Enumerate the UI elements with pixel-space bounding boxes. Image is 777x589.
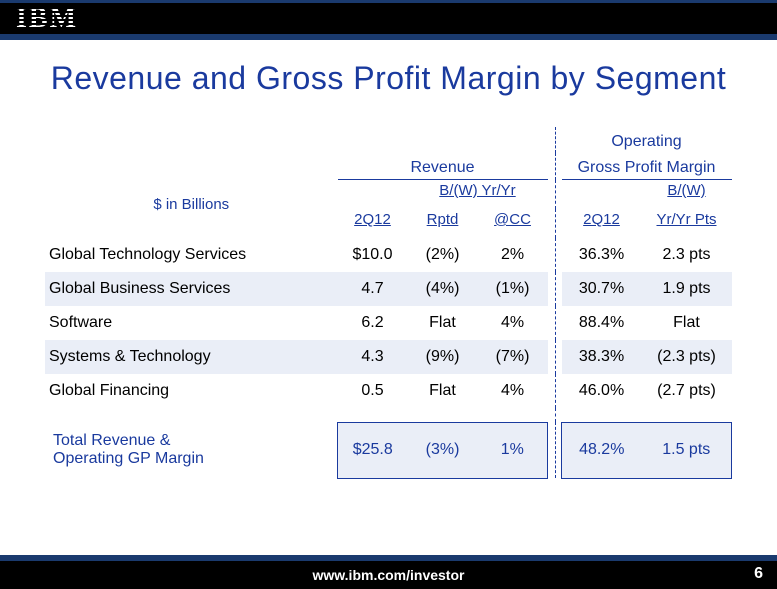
col-header-gpm-pts: Yr/Yr Pts: [642, 209, 732, 238]
content-area: Operating Revenue Gross Profit Margin $ …: [0, 97, 777, 479]
cell-rev-q: 4.3: [338, 340, 408, 374]
row-label: Global Business Services: [45, 272, 338, 306]
total-rev-cc: 1%: [478, 422, 548, 478]
cell-rev-rptd: Flat: [408, 374, 478, 408]
slide-title: Revenue and Gross Profit Margin by Segme…: [0, 60, 777, 97]
total-gpm-pts: 1.5 pts: [642, 422, 732, 478]
cell-gpm-pts: 1.9 pts: [642, 272, 732, 306]
total-rev-q: $25.8: [338, 422, 408, 478]
cell-gpm-pts: (2.7 pts): [642, 374, 732, 408]
cell-gpm-pts: (2.3 pts): [642, 340, 732, 374]
segment-table: Operating Revenue Gross Profit Margin $ …: [45, 127, 732, 479]
cell-gpm-q: 38.3%: [562, 340, 642, 374]
table-row: Systems & Technology 4.3 (9%) (7%) 38.3%…: [45, 340, 732, 374]
revenue-group-header: Revenue: [338, 153, 548, 180]
group-header-row-1: Operating: [45, 127, 732, 153]
total-rev-rptd: (3%): [408, 422, 478, 478]
cell-rev-cc: 4%: [478, 306, 548, 340]
col-header-rev-q: 2Q12: [338, 209, 408, 238]
cell-rev-rptd: (9%): [408, 340, 478, 374]
cell-gpm-pts: Flat: [642, 306, 732, 340]
page-number: 6: [754, 565, 763, 583]
group-header-row-2: Revenue Gross Profit Margin: [45, 153, 732, 180]
gpm-group-header-bot: Gross Profit Margin: [562, 153, 732, 180]
table-row: Global Business Services 4.7 (4%) (1%) 3…: [45, 272, 732, 306]
sub-header-row-1: $ in Billions B/(W) Yr/Yr B/(W): [45, 180, 732, 210]
cell-rev-q: $10.0: [338, 238, 408, 272]
cell-rev-q: 6.2: [338, 306, 408, 340]
bottom-bar: www.ibm.com/investor 6: [0, 555, 777, 589]
row-label: Software: [45, 306, 338, 340]
table-row: Software 6.2 Flat 4% 88.4% Flat: [45, 306, 732, 340]
cell-rev-cc: (7%): [478, 340, 548, 374]
cell-gpm-q: 46.0%: [562, 374, 642, 408]
cell-rev-cc: (1%): [478, 272, 548, 306]
row-label: Global Technology Services: [45, 238, 338, 272]
gpm-bw-header-top: B/(W): [642, 180, 732, 210]
col-header-rev-rptd: Rptd: [408, 209, 478, 238]
col-header-gpm-q: 2Q12: [562, 209, 642, 238]
units-label: $ in Billions: [45, 180, 338, 239]
cell-rev-q: 0.5: [338, 374, 408, 408]
gpm-group-header-top: Operating: [562, 127, 732, 153]
row-label: Global Financing: [45, 374, 338, 408]
rev-bw-header: B/(W) Yr/Yr: [408, 180, 548, 210]
table-row: Global Financing 0.5 Flat 4% 46.0% (2.7 …: [45, 374, 732, 408]
table-row: Global Technology Services $10.0 (2%) 2%…: [45, 238, 732, 272]
total-gpm-q: 48.2%: [562, 422, 642, 478]
ibm-logo: IBM: [16, 5, 78, 33]
cell-gpm-q: 30.7%: [562, 272, 642, 306]
cell-rev-q: 4.7: [338, 272, 408, 306]
total-label: Total Revenue & Operating GP Margin: [45, 422, 338, 478]
cell-rev-rptd: (2%): [408, 238, 478, 272]
cell-rev-cc: 2%: [478, 238, 548, 272]
cell-gpm-pts: 2.3 pts: [642, 238, 732, 272]
cell-gpm-q: 36.3%: [562, 238, 642, 272]
cell-rev-cc: 4%: [478, 374, 548, 408]
col-header-rev-cc: @CC: [478, 209, 548, 238]
cell-gpm-q: 88.4%: [562, 306, 642, 340]
top-bar: IBM: [0, 0, 777, 40]
row-label: Systems & Technology: [45, 340, 338, 374]
cell-rev-rptd: Flat: [408, 306, 478, 340]
footer-url: www.ibm.com/investor: [313, 567, 465, 583]
cell-rev-rptd: (4%): [408, 272, 478, 306]
total-row: Total Revenue & Operating GP Margin $25.…: [45, 422, 732, 478]
